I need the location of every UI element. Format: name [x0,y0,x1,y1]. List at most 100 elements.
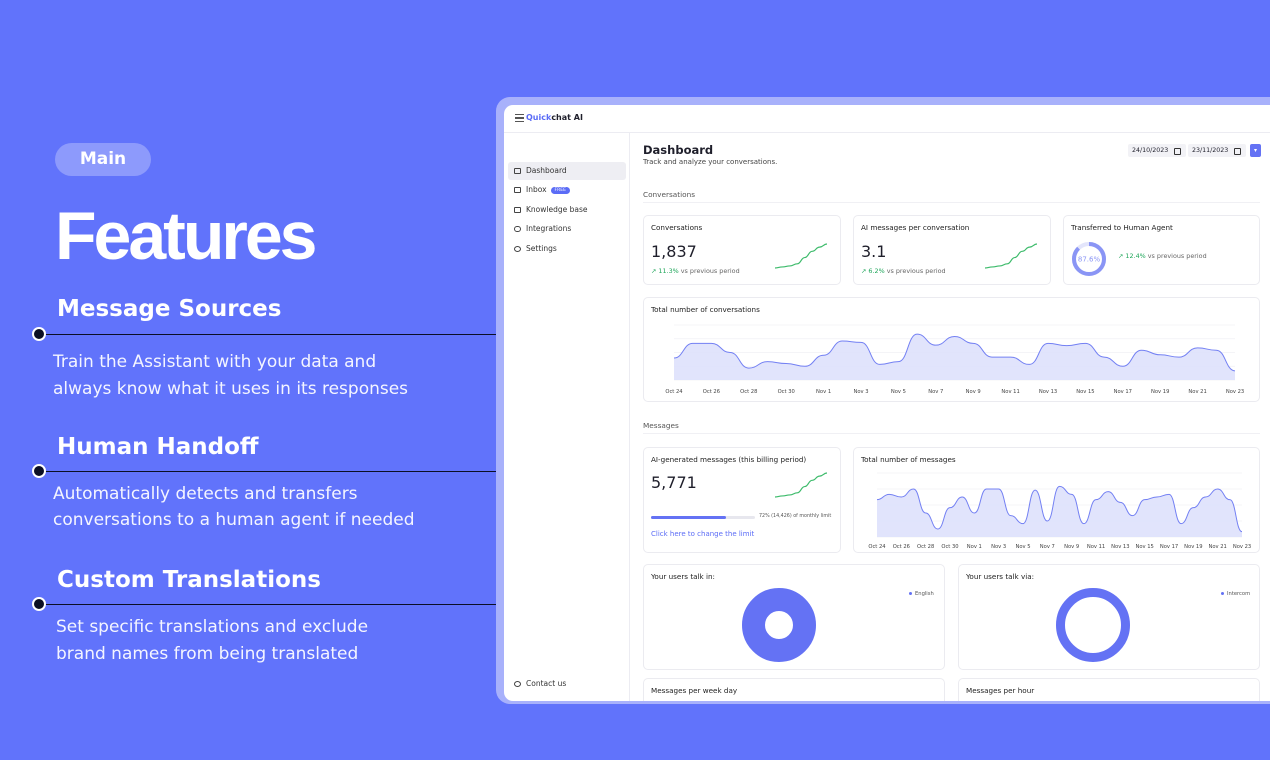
card-title: Total number of messages [861,455,956,464]
x-tick-label: Nov 19 [1151,389,1169,395]
kpi-value: 5,771 [651,473,697,492]
logo-text: chat AI [551,113,583,122]
card-title: AI messages per conversation [861,223,970,232]
total-messages-chart: Oct 24 Oct 26 Oct 28 Oct 30 Nov 1 Nov 3 Nov 5 N… [868,472,1251,550]
pie-slice [1056,588,1130,662]
trend-change: 6.2% [868,267,885,275]
language-donut-chart [742,588,816,662]
sidebar-item-integrations[interactable]: Integrations [508,220,626,238]
sidebar-item-label: Dashboard [526,166,567,175]
sparkline-line [774,472,828,498]
card-title: Messages per hour [966,686,1035,695]
x-tick-label: Nov 23 [1233,544,1251,550]
area-line [876,485,1243,533]
trend-row: ↗ 6.2% vs previous period [861,267,946,275]
card-title: Conversations [651,223,703,232]
feature-bullet-dot [32,464,46,478]
date-from-input[interactable]: 24/10/2023 [1128,144,1186,157]
card-total-conversations: Total number of conversations Oct 24 Oct … [643,297,1260,402]
x-tick-label: Oct 24 [868,544,886,550]
trend-up-icon: ↗ [1118,252,1124,260]
page-subtitle: Track and analyze your conversations. [643,158,778,166]
x-tick-label: Nov 3 [991,544,1006,550]
trend-up-icon: ↗ [651,267,657,275]
sidebar-item-knowledge-base[interactable]: Knowledge base [508,201,626,219]
trend-row: ↗ 12.4% vs previous period [1118,252,1207,260]
card-title: Your users talk in: [651,572,715,581]
kpi-value: 1,837 [651,242,697,261]
sidebar-item-settings[interactable]: Settings [508,240,626,258]
trend-change: 11.3% [658,267,679,275]
trend-suffix: vs previous period [680,267,740,275]
card-ai-messages-per-conversation: AI messages per conversation 3.1 ↗ 6.2% … [853,215,1051,285]
x-tick-label: Nov 11 [1001,389,1019,395]
card-users-talk-in: Your users talk in: English [643,564,945,670]
x-tick-label: Nov 1 [967,544,982,550]
sidebar-item-label: Knowledge base [526,205,588,214]
x-tick-label: Nov 17 [1160,544,1178,550]
feature-desc-line: brand names from being translated [56,644,359,664]
feature-title-message-sources: Message Sources [57,296,282,322]
sidebar-item-label: Settings [526,244,557,253]
link-icon [514,226,521,232]
contact-label: Contact us [526,679,567,688]
card-title: Your users talk via: [966,572,1035,581]
divider [643,433,1260,434]
usage-progress-fill [651,516,726,519]
feature-bullet-dot [32,327,46,341]
x-tick-label: Oct 24 [665,389,683,395]
area-line [673,333,1236,372]
card-users-talk-via: Your users talk via: Intercom [958,564,1260,670]
sparkline-chart [774,243,828,269]
sidebar: Dashboard Inbox FREE Knowledge base Integ… [504,133,630,701]
usage-limit-text: 72% (14,426) of monthly limit [759,514,832,519]
sparkline-line [984,243,1038,269]
x-tick-label: Oct 28 [917,544,934,550]
section-badge: Main [55,143,151,176]
contact-us-link[interactable]: Contact us [508,675,626,693]
x-tick-label: Oct 26 [703,389,720,395]
card-title: Messages per week day [651,686,738,695]
legend-item: Intercom [1221,591,1250,597]
feature-connector-line [39,604,497,605]
feature-desc-line: conversations to a human agent if needed [53,510,415,530]
menu-icon[interactable] [515,114,524,122]
sidebar-item-dashboard[interactable]: Dashboard [508,162,626,180]
feature-connector-line [39,334,497,335]
card-messages-per-week-day: Messages per week day [643,678,945,701]
kpi-value: 3.1 [861,242,887,261]
home-icon [514,168,521,174]
card-title: Total number of conversations [651,305,760,314]
pie-slice [742,588,816,662]
x-tick-label: Oct 30 [778,389,795,395]
x-tick-label: Nov 9 [1064,544,1079,550]
x-tick-label: Nov 5 [891,389,906,395]
section-title-conversations: Conversations [643,190,696,199]
sidebar-item-inbox[interactable]: Inbox FREE [508,181,626,199]
feature-connector-line [39,471,497,472]
x-tick-label: Nov 17 [1114,389,1132,395]
x-tick-label: Nov 1 [816,389,831,395]
app-logo[interactable]: Quickchat AI [526,113,583,122]
change-limit-link[interactable]: Click here to change the limit [651,530,755,538]
sparkline-line [774,243,828,269]
feature-desc-line: always know what it uses in its response… [53,379,409,399]
help-icon [514,681,521,687]
top-bar: Quickchat AI [504,105,1270,133]
x-tick-label: Oct 28 [740,389,757,395]
x-tick-label: Nov 5 [1015,544,1030,550]
trend-suffix: vs previous period [886,267,946,275]
date-to-input[interactable]: 23/11/2023 [1188,144,1246,157]
date-dropdown-button[interactable]: ▾ [1250,144,1261,157]
card-title: Transferred to Human Agent [1071,223,1173,232]
usage-progress-track [651,516,755,519]
card-conversations: Conversations 1,837 ↗ 11.3% vs previous … [643,215,841,285]
logo-accent: Quick [526,113,552,122]
section-title-messages: Messages [643,421,679,430]
feature-title-custom-translations: Custom Translations [57,567,321,593]
card-ai-generated-messages: AI-generated messages (this billing peri… [643,447,841,553]
card-total-messages: Total number of messages Oct 24 Oct 26 Oct… [853,447,1260,553]
ring-label: 87.6% [1078,256,1101,264]
sidebar-item-label: Integrations [526,224,572,233]
dashboard-app: Quickchat AI Dashboard Inbox FREE Knowled… [504,105,1270,701]
